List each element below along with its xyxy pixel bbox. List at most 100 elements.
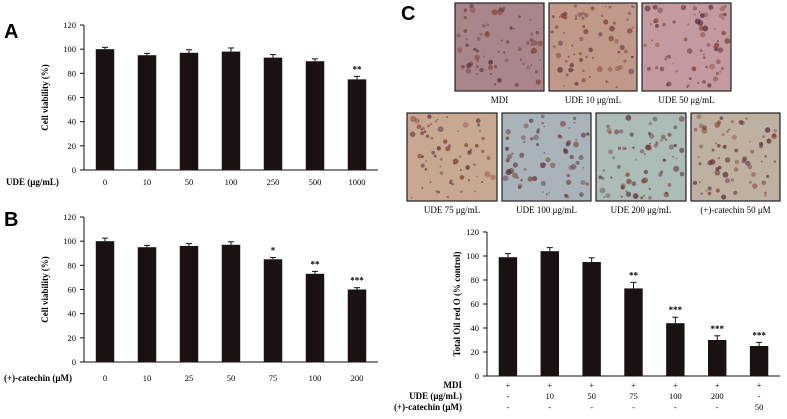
- y-axis-label-a: Cell viability (%): [40, 64, 50, 131]
- y-tick-label: 100: [63, 44, 76, 54]
- stained-cells: [550, 4, 635, 89]
- condition-value: 100: [669, 391, 682, 401]
- bar: [749, 346, 769, 376]
- bar: [305, 273, 325, 362]
- x-axis-label-b: (+)-catechin (μM): [4, 373, 72, 383]
- y-tick-label: 100: [466, 251, 479, 261]
- panel-letter-b: B: [4, 209, 18, 231]
- bar: [540, 251, 559, 376]
- condition-value: +: [589, 380, 594, 390]
- x-tick-label: 10: [143, 373, 152, 383]
- condition-value: +: [673, 380, 678, 390]
- bar: [498, 257, 518, 376]
- condition-value: +: [757, 380, 762, 390]
- micrograph-image: [454, 2, 545, 92]
- chart-a: 0 20 40 60 80 100 120 Cell viability (%) 0 10 50 10…: [6, 20, 378, 187]
- bar: [137, 55, 157, 171]
- micrograph-tile: (+)-catechin 50 μM: [690, 112, 781, 215]
- x-tick-label: 200: [351, 373, 364, 383]
- y-tick-label: 80: [68, 68, 77, 78]
- x-tick-label: 0: [103, 177, 107, 187]
- bar: [582, 262, 601, 376]
- micrograph-grid: MDI UDE 10 μg/mL UDE 50 μg/mL UDE 75 μg/mL U…: [406, 2, 781, 215]
- micrograph-tile: UDE 100 μg/mL: [501, 112, 592, 215]
- bar: [347, 289, 367, 362]
- micrograph-caption: UDE 200 μg/mL: [611, 205, 672, 215]
- condition-value: +: [506, 380, 511, 390]
- x-axis-label-a: UDE (μg/mL): [6, 177, 59, 187]
- condition-value: -: [716, 402, 719, 412]
- condition-value: -: [632, 402, 635, 412]
- x-tick-label: 100: [309, 373, 322, 383]
- y-tick-label: 60: [471, 299, 480, 309]
- y-tick-label: 60: [68, 93, 77, 103]
- bar: [179, 52, 199, 170]
- micrograph-caption: UDE 50 μg/mL: [658, 95, 714, 105]
- bar: [624, 288, 643, 376]
- micrograph-caption: UDE 75 μg/mL: [424, 205, 480, 215]
- y-axis-label-c: Total Oil red O (% control): [452, 251, 462, 356]
- condition-value: -: [590, 402, 593, 412]
- stained-cells: [409, 114, 496, 199]
- significance-label: **: [311, 259, 321, 269]
- micrograph-tile: UDE 200 μg/mL: [595, 112, 687, 215]
- stained-cells: [598, 114, 685, 200]
- y-axis-label-b: Cell viability (%): [40, 256, 50, 323]
- micrograph-image: [501, 112, 592, 202]
- bar: [179, 246, 199, 362]
- stained-cells: [643, 4, 731, 88]
- condition-value: +: [547, 380, 552, 390]
- micrograph-caption: UDE 100 μg/mL: [516, 205, 577, 215]
- condition-value: 50: [755, 402, 764, 412]
- condition-value: -: [507, 402, 510, 412]
- x-tick-label: 250: [267, 177, 280, 187]
- significance-label: ***: [350, 276, 364, 286]
- bar: [95, 49, 115, 170]
- bar: [263, 259, 283, 362]
- bar: [221, 244, 241, 362]
- micrograph-tile: UDE 50 μg/mL: [641, 2, 732, 105]
- significance-label: **: [353, 64, 363, 74]
- y-tick-label: 0: [475, 371, 479, 381]
- bar: [305, 61, 325, 170]
- micrograph-image: [595, 112, 687, 202]
- condition-value: 50: [587, 391, 596, 401]
- condition-value: -: [507, 391, 510, 401]
- condition-value: 200: [711, 391, 724, 401]
- panel-letter-a: A: [4, 21, 18, 43]
- condition-value: -: [674, 402, 677, 412]
- y-tick-label: 0: [72, 165, 76, 175]
- y-tick-label: 20: [471, 347, 480, 357]
- y-tick-label: 100: [63, 236, 76, 246]
- x-tick-label: 100: [225, 177, 238, 187]
- stained-cells: [692, 114, 778, 200]
- y-tick-label: 60: [68, 285, 77, 295]
- y-tick-label: 120: [466, 227, 479, 237]
- x-tick-label: 1000: [349, 177, 366, 187]
- condition-value: 10: [546, 391, 555, 401]
- micrograph-tile: MDI: [454, 2, 545, 105]
- x-tick-label: 0: [103, 373, 107, 383]
- y-tick-label: 20: [68, 141, 77, 151]
- micrograph-caption: (+)-catechin 50 μM: [700, 205, 770, 215]
- bar: [666, 323, 685, 376]
- stained-cells: [502, 114, 590, 199]
- bar: [263, 57, 283, 170]
- bar: [137, 247, 157, 362]
- condition-value: -: [758, 391, 761, 401]
- condition-value: 75: [629, 391, 638, 401]
- micrograph-tile: UDE 75 μg/mL: [406, 112, 498, 215]
- y-tick-label: 0: [72, 357, 76, 367]
- y-tick-label: 40: [471, 323, 480, 333]
- x-tick-label: 50: [227, 373, 236, 383]
- y-tick-label: 80: [68, 260, 77, 270]
- chart-c: 0 20 40 60 80 100 120 Total Oil red O (% contro…: [394, 227, 780, 412]
- micrograph-caption: UDE 10 μg/mL: [565, 95, 621, 105]
- panel-letter-c: C: [401, 3, 415, 25]
- significance-label: ***: [710, 324, 724, 334]
- bar: [95, 241, 115, 362]
- significance-label: *: [271, 245, 276, 255]
- x-tick-label: 75: [269, 373, 278, 383]
- y-tick-label: 40: [68, 117, 77, 127]
- significance-label: **: [629, 270, 639, 280]
